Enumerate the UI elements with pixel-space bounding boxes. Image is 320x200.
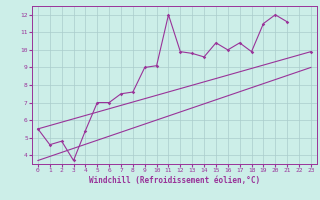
X-axis label: Windchill (Refroidissement éolien,°C): Windchill (Refroidissement éolien,°C) [89,176,260,185]
